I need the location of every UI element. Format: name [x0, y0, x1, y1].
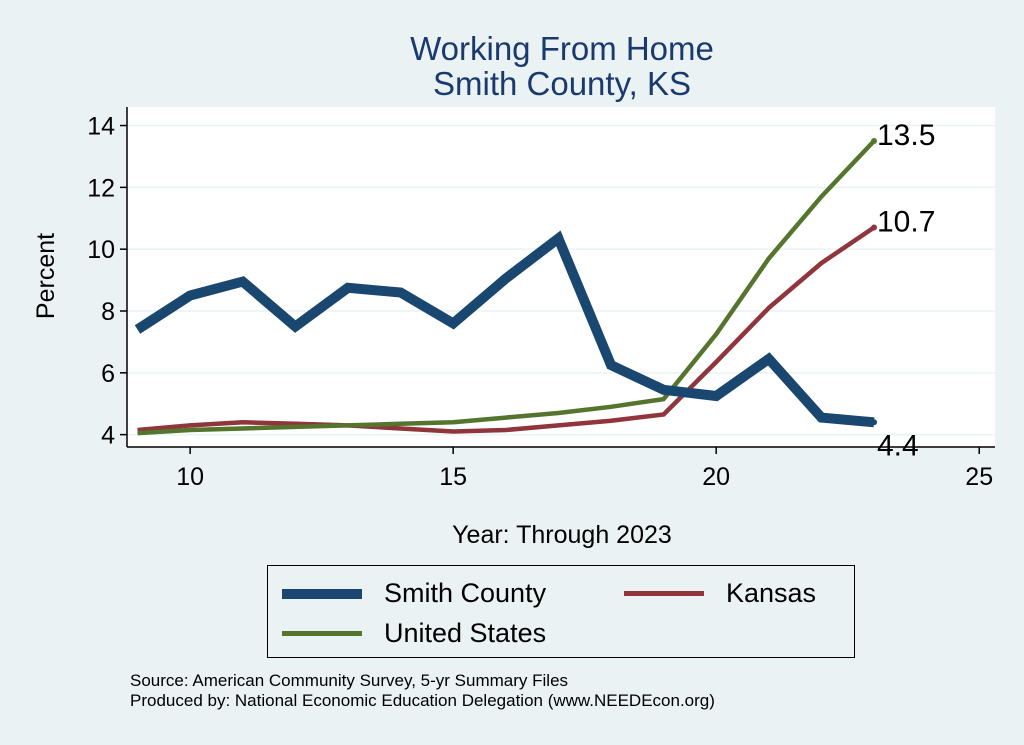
- y-tick-label: 6: [101, 360, 115, 388]
- legend-item-united-states: United States: [282, 618, 546, 649]
- x-tick-label: 20: [702, 463, 730, 491]
- chart: Working From Home Smith County, KS 4 6 8 10…: [32, 30, 995, 549]
- x-tick-label: 10: [176, 463, 204, 491]
- legend-swatch-united-states: [282, 631, 362, 636]
- series-line-united-states: [137, 139, 876, 436]
- y-tick-label: 8: [101, 298, 115, 326]
- series-line-smith-county: [134, 230, 875, 428]
- y-tick-label: 12: [87, 174, 115, 202]
- source-note: Source: American Community Survey, 5-yr …: [130, 671, 715, 711]
- y-axis-label: Percent: [32, 233, 60, 319]
- end-label-smith-county: 4.4: [877, 429, 919, 462]
- x-tick-label: 25: [965, 463, 993, 491]
- series-endpoint-smith-county: [871, 419, 878, 426]
- x-tick-label: 15: [439, 463, 467, 491]
- legend-swatch-kansas: [624, 591, 704, 596]
- legend-label-kansas: Kansas: [726, 578, 817, 608]
- series-endpoint-united-states: [871, 138, 878, 144]
- chart-title-line1: Working From Home: [410, 30, 714, 67]
- y-tick-label: 14: [87, 113, 115, 141]
- legend-swatch-smith-county: [282, 588, 362, 599]
- legend-label-united-states: United States: [384, 618, 547, 648]
- producer-line: Produced by: National Economic Education…: [130, 691, 715, 710]
- legend-label-smith-county: Smith County: [384, 578, 547, 608]
- series-endpoint-kansas: [871, 224, 878, 231]
- y-tick-label: 10: [87, 236, 115, 264]
- series-line-kansas: [137, 225, 876, 434]
- x-axis-label: Year: Through 2023: [452, 521, 672, 549]
- legend-item-smith-county: Smith County: [282, 578, 546, 609]
- legend-item-kansas: Kansas: [624, 578, 816, 609]
- end-label-kansas: 10.7: [877, 206, 935, 239]
- plot-background: [127, 107, 995, 447]
- plot-area: 4 6 8 10 12 14 10 15 20 25 10.7 13.5 4.4: [87, 107, 995, 491]
- legend: Smith County Kansas United States: [267, 565, 855, 658]
- source-line: Source: American Community Survey, 5-yr …: [130, 671, 569, 690]
- y-tick-label: 4: [101, 422, 115, 450]
- chart-title-line2: Smith County, KS: [433, 65, 691, 102]
- end-label-united-states: 13.5: [877, 119, 935, 152]
